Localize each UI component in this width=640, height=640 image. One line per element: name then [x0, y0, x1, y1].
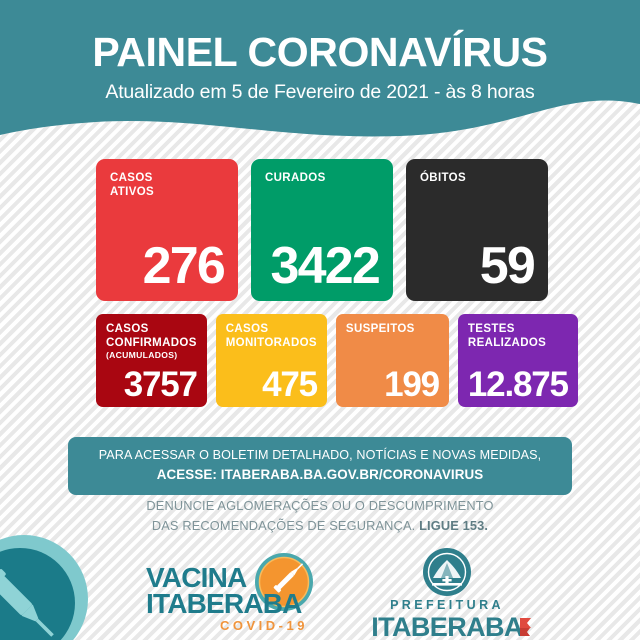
decorative-syringe-graphic: [0, 533, 98, 640]
logo-prefeitura-itaberaba: PREFEITURA ITABERABA TERRA DO DESENVOLVI…: [367, 547, 531, 640]
flag-icon: [519, 617, 532, 638]
header-band: PAINEL CORONAVÍRUS Atualizado em 5 de Fe…: [0, 0, 640, 150]
stat-card-label: CASOS CONFIRMADOS: [106, 323, 197, 349]
cta-banner[interactable]: PARA ACESSAR O BOLETIM DETALHADO, NOTÍCI…: [68, 437, 572, 495]
logo-vacina-itaberaba: VACINA ITABERABA COVID-19: [146, 552, 331, 636]
stat-card-curados: CURADOS 3422: [251, 159, 393, 301]
stat-card-value: 199: [384, 364, 440, 404]
stat-card-label: SUSPEITOS: [345, 323, 415, 335]
stat-card-casos-ativos: CASOS ATIVOS 276: [96, 159, 238, 301]
stat-card-value: 3422: [270, 237, 381, 296]
syringe-icon: [0, 569, 54, 637]
stat-card-value: 276: [142, 237, 226, 296]
secondary-stat-cards: CASOS CONFIRMADOS (ACUMULADOS) 3757 CASO…: [96, 314, 578, 407]
notice-line-1: DENUNCIE AGLOMERAÇÕES OU O DESCUMPRIMENT…: [146, 498, 494, 513]
denounce-notice: DENUNCIE AGLOMERAÇÕES OU O DESCUMPRIMENT…: [0, 496, 640, 536]
prefeitura-logo-word-2: ITABERABA: [371, 611, 523, 640]
cta-description: PARA ACESSAR O BOLETIM DETALHADO, NOTÍCI…: [98, 448, 542, 462]
prefeitura-logo-wordmark-row: ITABERABA: [371, 611, 531, 640]
stat-card-label: ÓBITOS: [420, 172, 466, 184]
cta-website-link[interactable]: ACESSE: ITABERABA.BA.GOV.BR/CORONAVIRUS: [156, 467, 484, 483]
stat-card-value: 3757: [123, 364, 198, 404]
stat-card-casos-confirmados: CASOS CONFIRMADOS (ACUMULADOS) 3757: [96, 314, 207, 407]
page-subtitle: Atualizado em 5 de Fevereiro de 2021 - à…: [105, 81, 535, 103]
primary-stat-cards: CASOS ATIVOS 276 CURADOS 3422 ÓBITOS 59: [96, 159, 548, 301]
notice-phone-number: LIGUE 153.: [419, 517, 489, 533]
stat-card-label: CASOS ATIVOS: [110, 172, 155, 198]
stat-card-label: CURADOS: [265, 172, 326, 184]
vacina-logo-word-1: VACINA: [146, 562, 247, 593]
page-title: PAINEL CORONAVÍRUS: [92, 29, 548, 75]
stat-card-obitos: ÓBITOS 59: [406, 159, 548, 301]
stat-card-sublabel: (ACUMULADOS): [106, 350, 178, 361]
vacina-logo-word-2: ITABERABA: [146, 588, 302, 619]
stat-card-label: CASOS MONITORADOS: [225, 323, 317, 349]
stat-card-suspeitos: SUSPEITOS 199: [335, 314, 449, 407]
city-seal-icon: [422, 547, 472, 597]
stat-card-value: 12.875: [467, 364, 569, 404]
prefeitura-logo-word-1: PREFEITURA: [390, 598, 504, 612]
vacina-syringe-badge-icon: [254, 552, 314, 612]
vacina-logo-covid-label: COVID-19: [220, 618, 308, 633]
stat-card-testes-realizados: TESTES REALIZADOS 12.875: [457, 314, 578, 407]
stat-card-value: 59: [479, 237, 536, 296]
notice-line-2: DAS RECOMENDAÇÕES DE SEGURANÇA. LIGUE 15…: [0, 516, 640, 536]
stat-card-label: TESTES REALIZADOS: [467, 323, 547, 349]
stat-card-value: 475: [262, 364, 318, 404]
notice-line-2-text: DAS RECOMENDAÇÕES DE SEGURANÇA.: [151, 517, 416, 533]
stat-card-casos-monitorados: CASOS MONITORADOS 475: [215, 314, 327, 407]
